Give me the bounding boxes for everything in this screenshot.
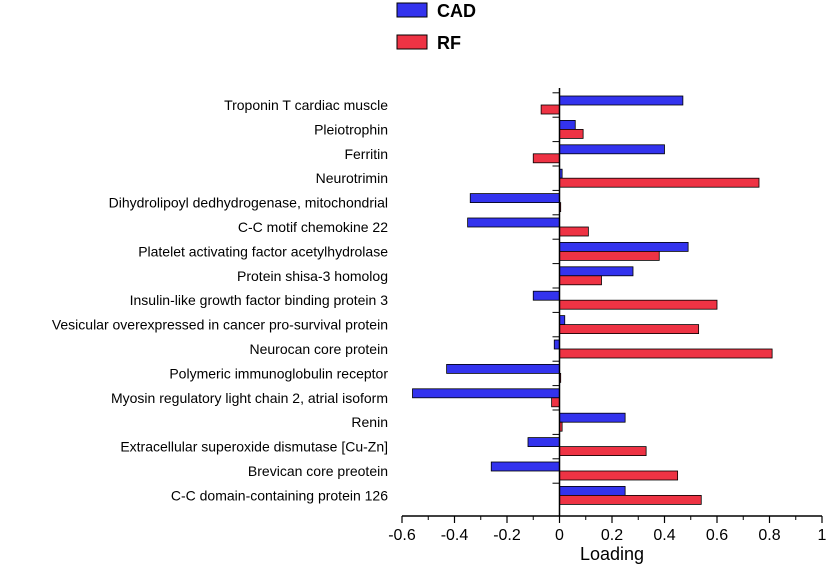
bar-cad-ferritin — [559, 144, 665, 155]
category-label-insulin-like-growth-factor-binding-protein-3: Insulin-like growth factor binding prote… — [130, 292, 389, 308]
x-tick-label: 0.2 — [601, 527, 623, 544]
axes-group: -0.6 -0.4 -0.2 0 0.2 0.4 0.6 0.8 1 — [388, 88, 827, 544]
bar-cad-c-c-domain-containing-protein-126 — [559, 485, 626, 496]
x-tick-label: -0.2 — [493, 527, 521, 544]
category-label-renin: Renin — [351, 414, 388, 430]
bar-cad-pleiotrophin — [559, 120, 576, 130]
category-label-ferritin: Ferritin — [344, 146, 388, 162]
category-label-c-c-motif-chemokine-22: C-C motif chemokine 22 — [238, 219, 388, 235]
x-tick-label: 1 — [818, 527, 827, 544]
bar-cad-neurocan-core-protein — [553, 339, 560, 350]
category-label-pleiotrophin: Pleiotrophin — [314, 121, 388, 137]
x-tick-label: -0.4 — [441, 527, 469, 544]
bar-rf-ferritin — [532, 153, 560, 164]
bar-cad-myosin-regulatory-light-chain-2-atrial-isoform — [412, 388, 560, 399]
category-label-polymeric-immunoglobulin-receptor: Polymeric immunoglobulin receptor — [169, 365, 388, 381]
bar-cad-extracellular-superoxide-dismutase-cu-zn — [527, 437, 560, 448]
bar-cad-c-c-motif-chemokine-22 — [467, 217, 560, 228]
bar-cad-platelet-activating-factor-acetylhydrolase — [559, 241, 689, 252]
bar-rf-insulin-like-growth-factor-binding-protein-3 — [559, 299, 718, 310]
bar-cad-troponin-t-cardiac-muscle — [559, 95, 684, 106]
bar-cad-protein-shisa-3-homolog — [559, 266, 634, 277]
category-label-myosin-regulatory-light-chain-2-atrial-isoform: Myosin regulatory light chain 2, atrial … — [111, 390, 388, 406]
category-label-troponin-t-cardiac-muscle: Troponin T cardiac muscle — [224, 97, 388, 113]
bar-rf-extracellular-superoxide-dismutase-cu-zn — [559, 446, 647, 457]
category-label-dihydrolipoyl-dedhydrogenase-mitochondrial: Dihydrolipoyl dedhydrogenase, mitochondr… — [109, 195, 388, 211]
bar-rf-vesicular-overexpressed-in-cancer-pro-survival-protein — [559, 324, 700, 335]
category-labels: Troponin T cardiac muscle Pleiotrophin Fer… — [52, 97, 389, 503]
category-label-neurocan-core-protein: Neurocan core protein — [249, 341, 388, 357]
x-axis-title: Loading — [580, 544, 644, 564]
x-tick-label: -0.6 — [388, 527, 416, 544]
bar-cad-dihydrolipoyl-dedhydrogenase-mitochondrial — [469, 193, 560, 204]
x-tick-label: 0.8 — [758, 527, 780, 544]
x-tick-label: 0.4 — [653, 527, 675, 544]
bar-cad-brevican-core-preotein — [490, 461, 560, 472]
legend-swatch-cad — [396, 2, 428, 18]
category-label-platelet-activating-factor-acetylhydrolase: Platelet activating factor acetylhydrola… — [138, 243, 388, 259]
category-label-extracellular-superoxide-dismutase-cu-zn: Extracellular superoxide dismutase [Cu-Z… — [120, 439, 388, 455]
category-label-c-c-domain-containing-protein-126: C-C domain-containing protein 126 — [171, 487, 388, 503]
x-tick-label: 0.6 — [706, 527, 728, 544]
legend-label-rf: RF — [437, 33, 461, 53]
bar-cad-polymeric-immunoglobulin-receptor — [446, 363, 560, 374]
bar-rf-neurocan-core-protein — [559, 348, 773, 359]
bar-rf-neurotrimin — [559, 177, 760, 188]
bar-cad-insulin-like-growth-factor-binding-protein-3 — [532, 290, 560, 301]
bar-rf-brevican-core-preotein — [559, 470, 679, 481]
legend: CAD RF — [396, 1, 476, 53]
bar-rf-myosin-regulatory-light-chain-2-atrial-isoform — [551, 397, 560, 408]
legend-swatch-rf — [396, 34, 428, 50]
bar-rf-pleiotrophin — [559, 128, 584, 139]
bar-rf-protein-shisa-3-homolog — [559, 275, 602, 286]
bar-cad-vesicular-overexpressed-in-cancer-pro-survival-protein — [559, 315, 566, 326]
category-label-protein-shisa-3-homolog: Protein shisa-3 homolog — [237, 268, 388, 284]
bar-rf-troponin-t-cardiac-muscle — [540, 104, 560, 115]
bars-group — [412, 95, 773, 505]
category-label-brevican-core-preotein: Brevican core preotein — [248, 463, 388, 479]
bar-rf-c-c-domain-containing-protein-126 — [559, 494, 702, 505]
category-label-neurotrimin: Neurotrimin — [316, 170, 388, 186]
bar-rf-c-c-motif-chemokine-22 — [559, 226, 589, 237]
bar-rf-platelet-activating-factor-acetylhydrolase — [559, 250, 660, 261]
category-label-vesicular-overexpressed-in-cancer-pro-survival-protein: Vesicular overexpressed in cancer pro-su… — [52, 317, 388, 333]
legend-label-cad: CAD — [437, 1, 476, 21]
x-tick-label: 0 — [555, 527, 564, 544]
bar-cad-renin — [559, 412, 626, 423]
